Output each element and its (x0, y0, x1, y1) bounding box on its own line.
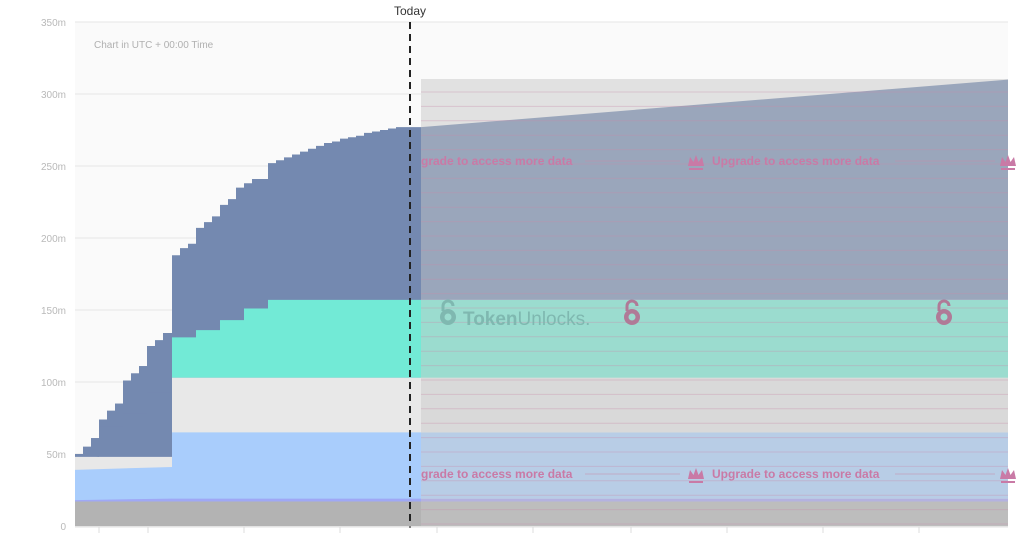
locked-light-grey (421, 377, 1008, 433)
upgrade-link-partial[interactable]: grade to access more data (421, 467, 573, 481)
series-teal (172, 299, 421, 378)
locked-dark-blue (421, 79, 1008, 300)
upgrade-link[interactable]: Upgrade to access more data (712, 154, 880, 168)
crown-icon (1000, 155, 1016, 170)
y-tick-label: 0 (60, 522, 66, 533)
timezone-note: Chart in UTC + 00:00 Time (94, 40, 214, 51)
y-tick-label: 200m (41, 234, 66, 245)
y-tick-label: 150m (41, 306, 66, 317)
y-tick-label: 350m (41, 18, 66, 29)
series-grey-base (75, 501, 421, 526)
lock-icon (440, 299, 456, 325)
y-axis-labels: 0 50m 100m 150m 200m 250m 300m 350m (41, 18, 66, 533)
crown-icon (1000, 468, 1016, 483)
y-tick-label: 50m (47, 450, 66, 461)
series-light-blue (75, 432, 421, 502)
upgrade-link[interactable]: Upgrade to access more data (712, 467, 880, 481)
watermark-tokenunlocks: TokenUnlocks. (463, 309, 590, 330)
locked-light-blue (421, 432, 1008, 499)
crown-icon (688, 155, 704, 170)
locked-teal (421, 299, 1008, 378)
today-label: Today (394, 4, 426, 18)
locked-purple (421, 498, 1008, 502)
lock-icon (624, 299, 640, 325)
series-dark-blue-early (75, 255, 172, 457)
crown-icon (688, 468, 704, 483)
y-tick-label: 300m (41, 90, 66, 101)
upgrade-link-partial[interactable]: grade to access more data (421, 154, 573, 168)
y-tick-label: 100m (41, 378, 66, 389)
stacked-areas (75, 127, 421, 527)
series-purple (75, 498, 421, 502)
locked-grey-base (421, 501, 1008, 526)
x-axis-ticks (98, 527, 920, 533)
locked-data-overlay[interactable]: grade to access more data Upgrade to acce… (421, 79, 1016, 526)
lock-icon (936, 299, 952, 325)
y-tick-label: 250m (41, 162, 66, 173)
